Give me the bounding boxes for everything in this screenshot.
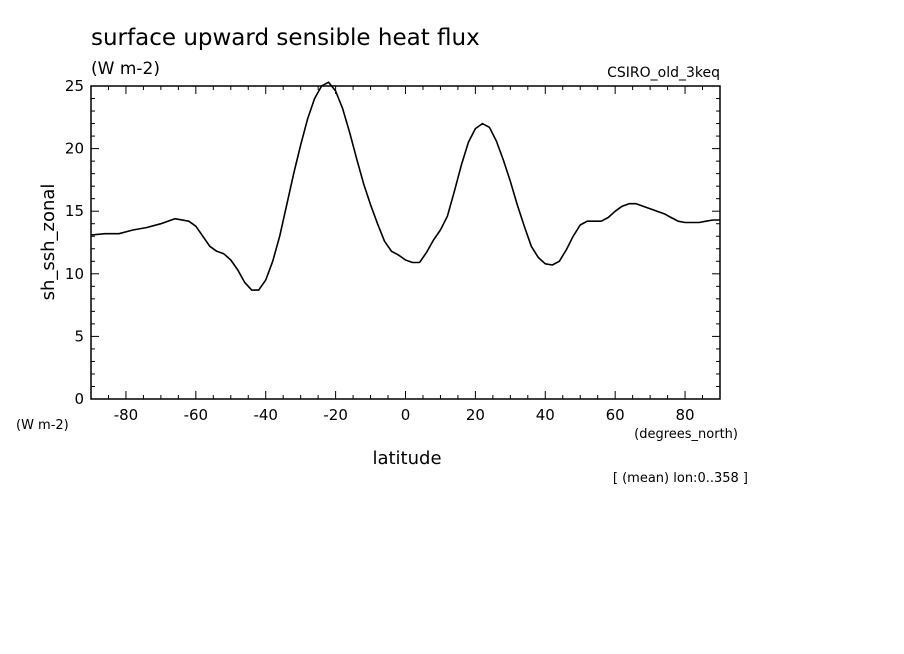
series-line bbox=[90, 81, 720, 291]
model-label: CSIRO_old_3keq bbox=[607, 65, 720, 81]
y-tick-label: 15 bbox=[65, 202, 84, 220]
y-tick-label: 20 bbox=[65, 140, 84, 158]
y-axis-label: sh_ssh_zonal bbox=[38, 184, 59, 301]
x-tick-label: -80 bbox=[114, 406, 139, 424]
x-tick-label: -20 bbox=[323, 406, 348, 424]
footnote: [ (mean) lon:0..358 ] bbox=[613, 471, 748, 486]
x-axis-label: latitude bbox=[372, 448, 441, 469]
y-axis-units: (W m-2) bbox=[16, 418, 69, 433]
x-tick-label: 80 bbox=[676, 406, 695, 424]
y-tick-label: 5 bbox=[74, 327, 84, 345]
x-tick-label: 60 bbox=[606, 406, 625, 424]
y-tick-label: 0 bbox=[74, 390, 84, 408]
y-tick-label: 25 bbox=[65, 77, 84, 95]
plot-area: -80 -60 -40 -20 0 20 40 60 80 0 5 10 15 20 25 bbox=[65, 77, 721, 424]
y-tick-labels: 0 5 10 15 20 25 bbox=[65, 77, 84, 408]
x-tick-label: 40 bbox=[536, 406, 555, 424]
x-tick-label: 0 bbox=[401, 406, 411, 424]
x-tick-label: -40 bbox=[253, 406, 278, 424]
chart-units-subtitle: (W m-2) bbox=[91, 59, 160, 79]
x-axis-units: (degrees_north) bbox=[634, 427, 738, 442]
chart-title: surface upward sensible heat flux bbox=[91, 25, 480, 51]
x-tick-label: 20 bbox=[466, 406, 485, 424]
y-tick-label: 10 bbox=[65, 265, 84, 283]
plot-frame bbox=[90, 85, 721, 400]
x-tick-label: -60 bbox=[184, 406, 209, 424]
axis-ticks bbox=[90, 85, 721, 400]
x-tick-labels: -80 -60 -40 -20 0 20 40 60 80 bbox=[114, 406, 695, 424]
